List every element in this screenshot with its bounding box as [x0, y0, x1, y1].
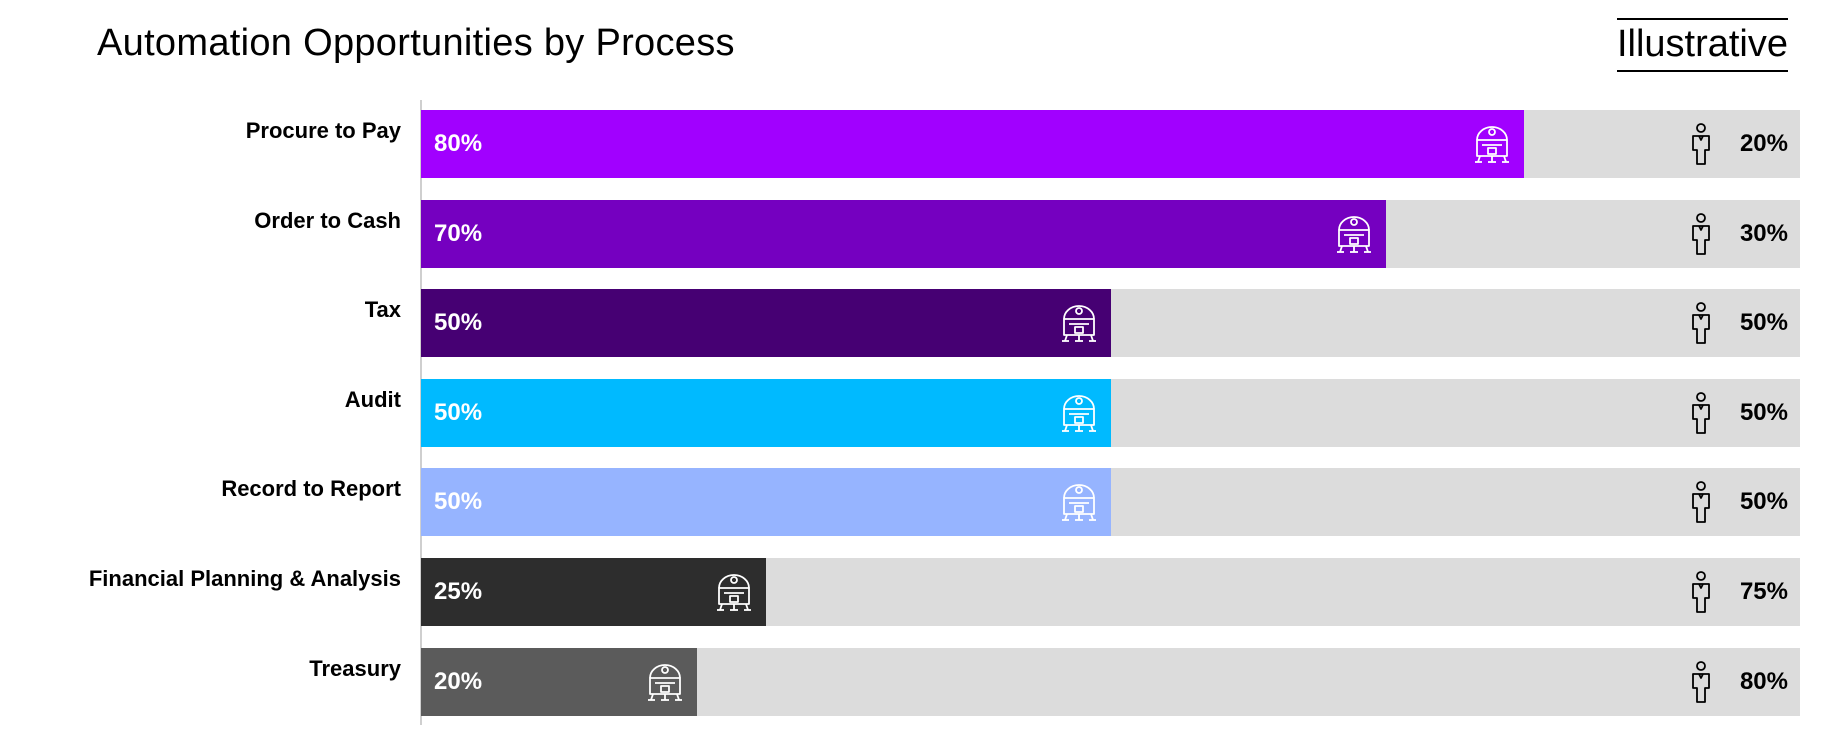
automation-percent-label: 50% — [434, 309, 483, 337]
manual-percent-label: 80% — [1739, 667, 1788, 695]
category-label: Treasury — [309, 655, 401, 681]
illustrative-badge: Illustrative — [1616, 18, 1788, 72]
automation-percent-label: 20% — [434, 667, 483, 695]
category-label: Tax — [364, 297, 401, 323]
automation-bar: 70% — [421, 199, 1387, 268]
category-label: Order to Cash — [254, 207, 401, 233]
bar-track: 25% 75% — [421, 558, 1800, 626]
automation-bar: 80% — [421, 110, 1525, 178]
bar-track: 20% 80% — [421, 647, 1800, 716]
person-icon — [1692, 660, 1710, 703]
manual-percent-label: 50% — [1739, 309, 1788, 337]
person-icon — [1692, 302, 1710, 345]
automation-percent-label: 25% — [434, 578, 483, 605]
category-label: Procure to Pay — [245, 118, 401, 143]
bar-track: 50% 50% — [421, 289, 1800, 358]
automation-percent-label: 50% — [434, 488, 483, 516]
robot-icon — [1061, 305, 1096, 343]
bar-track: 50% 50% — [421, 378, 1800, 447]
robot-icon — [716, 574, 751, 611]
automation-percent-label: 50% — [434, 398, 483, 426]
robot-icon — [1475, 126, 1510, 163]
category-label: Audit — [344, 386, 401, 412]
automation-percent-label: 70% — [434, 219, 483, 247]
manual-percent-label: 75% — [1739, 578, 1788, 605]
bar-track: 50% 50% — [421, 468, 1800, 537]
automation-bar: 20% — [421, 647, 697, 716]
person-icon — [1692, 481, 1710, 524]
manual-percent-label: 20% — [1739, 130, 1788, 157]
person-icon — [1692, 123, 1710, 165]
category-label: Financial Planning & Analysis — [88, 566, 401, 591]
chart-title: Automation Opportunities by Process — [97, 22, 735, 64]
robot-icon — [1061, 484, 1096, 522]
robot-icon — [1337, 215, 1372, 253]
category-label: Record to Report — [221, 476, 401, 502]
bar-track: 80% 20% — [421, 110, 1800, 178]
person-icon — [1692, 571, 1710, 613]
automation-percent-label: 80% — [434, 130, 483, 157]
manual-percent-label: 50% — [1739, 488, 1788, 516]
bar-track: 70% 30% — [421, 199, 1800, 268]
robot-icon — [647, 663, 682, 701]
manual-percent-label: 50% — [1739, 398, 1788, 426]
robot-icon — [1061, 394, 1096, 432]
person-icon — [1692, 391, 1710, 434]
person-icon — [1692, 212, 1710, 255]
automation-bar: 50% — [421, 378, 1111, 447]
automation-bar: 25% — [421, 558, 766, 626]
manual-percent-label: 30% — [1739, 219, 1788, 247]
automation-bar: 50% — [421, 289, 1111, 358]
automation-bar: 50% — [421, 468, 1111, 537]
